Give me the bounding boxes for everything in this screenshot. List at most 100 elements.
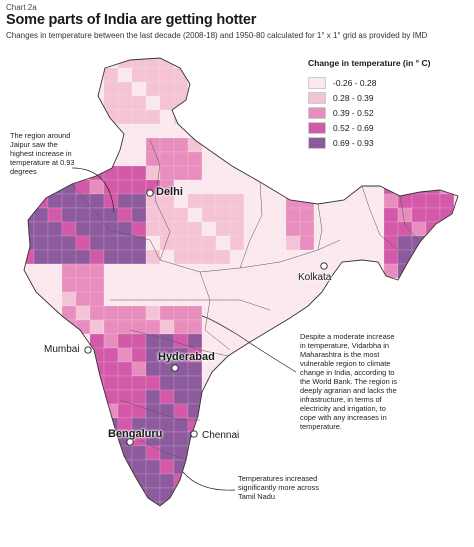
grid-cell <box>202 110 216 124</box>
grid-cell <box>146 124 160 138</box>
grid-cell <box>188 474 202 488</box>
grid-cell <box>202 460 216 474</box>
grid-cell <box>342 152 356 166</box>
grid-cell <box>230 390 244 404</box>
grid-cell <box>90 390 104 404</box>
grid-cell <box>454 306 468 320</box>
grid-cell <box>62 194 76 208</box>
grid-cell <box>216 320 230 334</box>
grid-cell <box>146 152 160 166</box>
grid-cell <box>412 334 426 348</box>
grid-cell <box>90 446 104 460</box>
grid-cell <box>188 502 202 516</box>
grid-cell <box>104 180 118 194</box>
grid-cell <box>188 152 202 166</box>
grid-cell <box>48 110 62 124</box>
grid-cell <box>202 474 216 488</box>
grid-cell <box>370 236 384 250</box>
grid-cell <box>20 404 34 418</box>
grid-cell <box>160 278 174 292</box>
city-label-hyderabad: Hyderabad <box>158 351 215 363</box>
grid-cell <box>384 488 398 502</box>
grid-cell <box>342 502 356 516</box>
grid-cell <box>440 474 454 488</box>
grid-cell <box>76 320 90 334</box>
grid-cell <box>62 110 76 124</box>
grid-cell <box>328 208 342 222</box>
grid-cell <box>258 208 272 222</box>
grid-cell <box>286 152 300 166</box>
grid-cell <box>398 446 412 460</box>
grid-cell <box>62 96 76 110</box>
grid-cell <box>342 488 356 502</box>
grid-cell <box>76 446 90 460</box>
grid-cell <box>244 362 258 376</box>
grid-cell <box>202 390 216 404</box>
grid-cell <box>258 264 272 278</box>
grid-cell <box>356 152 370 166</box>
grid-cell <box>454 236 468 250</box>
grid-cell <box>426 474 440 488</box>
grid-cell <box>188 264 202 278</box>
grid-cell <box>146 166 160 180</box>
grid-cell <box>440 152 454 166</box>
grid-cell <box>90 292 104 306</box>
grid-cell <box>230 334 244 348</box>
grid-cell <box>440 390 454 404</box>
grid-cell <box>62 264 76 278</box>
grid-cell <box>454 418 468 432</box>
grid-cell <box>328 236 342 250</box>
jaipur-annotation: The region around Jaipur saw the highest… <box>10 131 82 176</box>
grid-cell <box>230 166 244 180</box>
legend-item: 0.28 - 0.39 <box>308 90 468 105</box>
grid-cell <box>468 446 474 460</box>
grid-cell <box>398 166 412 180</box>
grid-cell <box>412 502 426 516</box>
grid-cell <box>76 208 90 222</box>
grid-cell <box>454 278 468 292</box>
grid-cell <box>286 138 300 152</box>
grid-cell <box>202 82 216 96</box>
grid-cell <box>90 278 104 292</box>
grid-cell <box>244 348 258 362</box>
grid-cell <box>132 222 146 236</box>
hyderabad-marker <box>172 365 178 371</box>
grid-cell <box>90 138 104 152</box>
grid-cell <box>454 348 468 362</box>
tamilnadu-annotation: Temperatures increased significantly mor… <box>238 474 320 501</box>
grid-cell <box>328 250 342 264</box>
grid-cell <box>62 208 76 222</box>
grid-cell <box>62 362 76 376</box>
grid-cell <box>216 68 230 82</box>
grid-cell <box>76 68 90 82</box>
grid-cell <box>146 320 160 334</box>
grid-cell <box>314 208 328 222</box>
grid-cell <box>188 208 202 222</box>
grid-cell <box>454 516 468 530</box>
grid-cell <box>174 278 188 292</box>
grid-cell <box>118 516 132 530</box>
grid-cell <box>132 446 146 460</box>
chennai-marker <box>191 431 197 437</box>
grid-cell <box>48 208 62 222</box>
grid-cell <box>132 460 146 474</box>
grid-cell <box>412 222 426 236</box>
grid-cell <box>468 236 474 250</box>
grid-cell <box>440 446 454 460</box>
grid-cell <box>62 250 76 264</box>
grid-cell <box>258 166 272 180</box>
grid-cell <box>48 418 62 432</box>
grid-cell <box>132 390 146 404</box>
grid-cell <box>328 460 342 474</box>
grid-cell <box>244 96 258 110</box>
grid-cell <box>468 54 474 68</box>
grid-cell <box>118 152 132 166</box>
grid-cell <box>230 82 244 96</box>
grid-cell <box>118 376 132 390</box>
grid-cell <box>230 96 244 110</box>
grid-cell <box>132 250 146 264</box>
grid-cell <box>34 82 48 96</box>
grid-cell <box>300 502 314 516</box>
grid-cell <box>132 110 146 124</box>
grid-cell <box>412 418 426 432</box>
